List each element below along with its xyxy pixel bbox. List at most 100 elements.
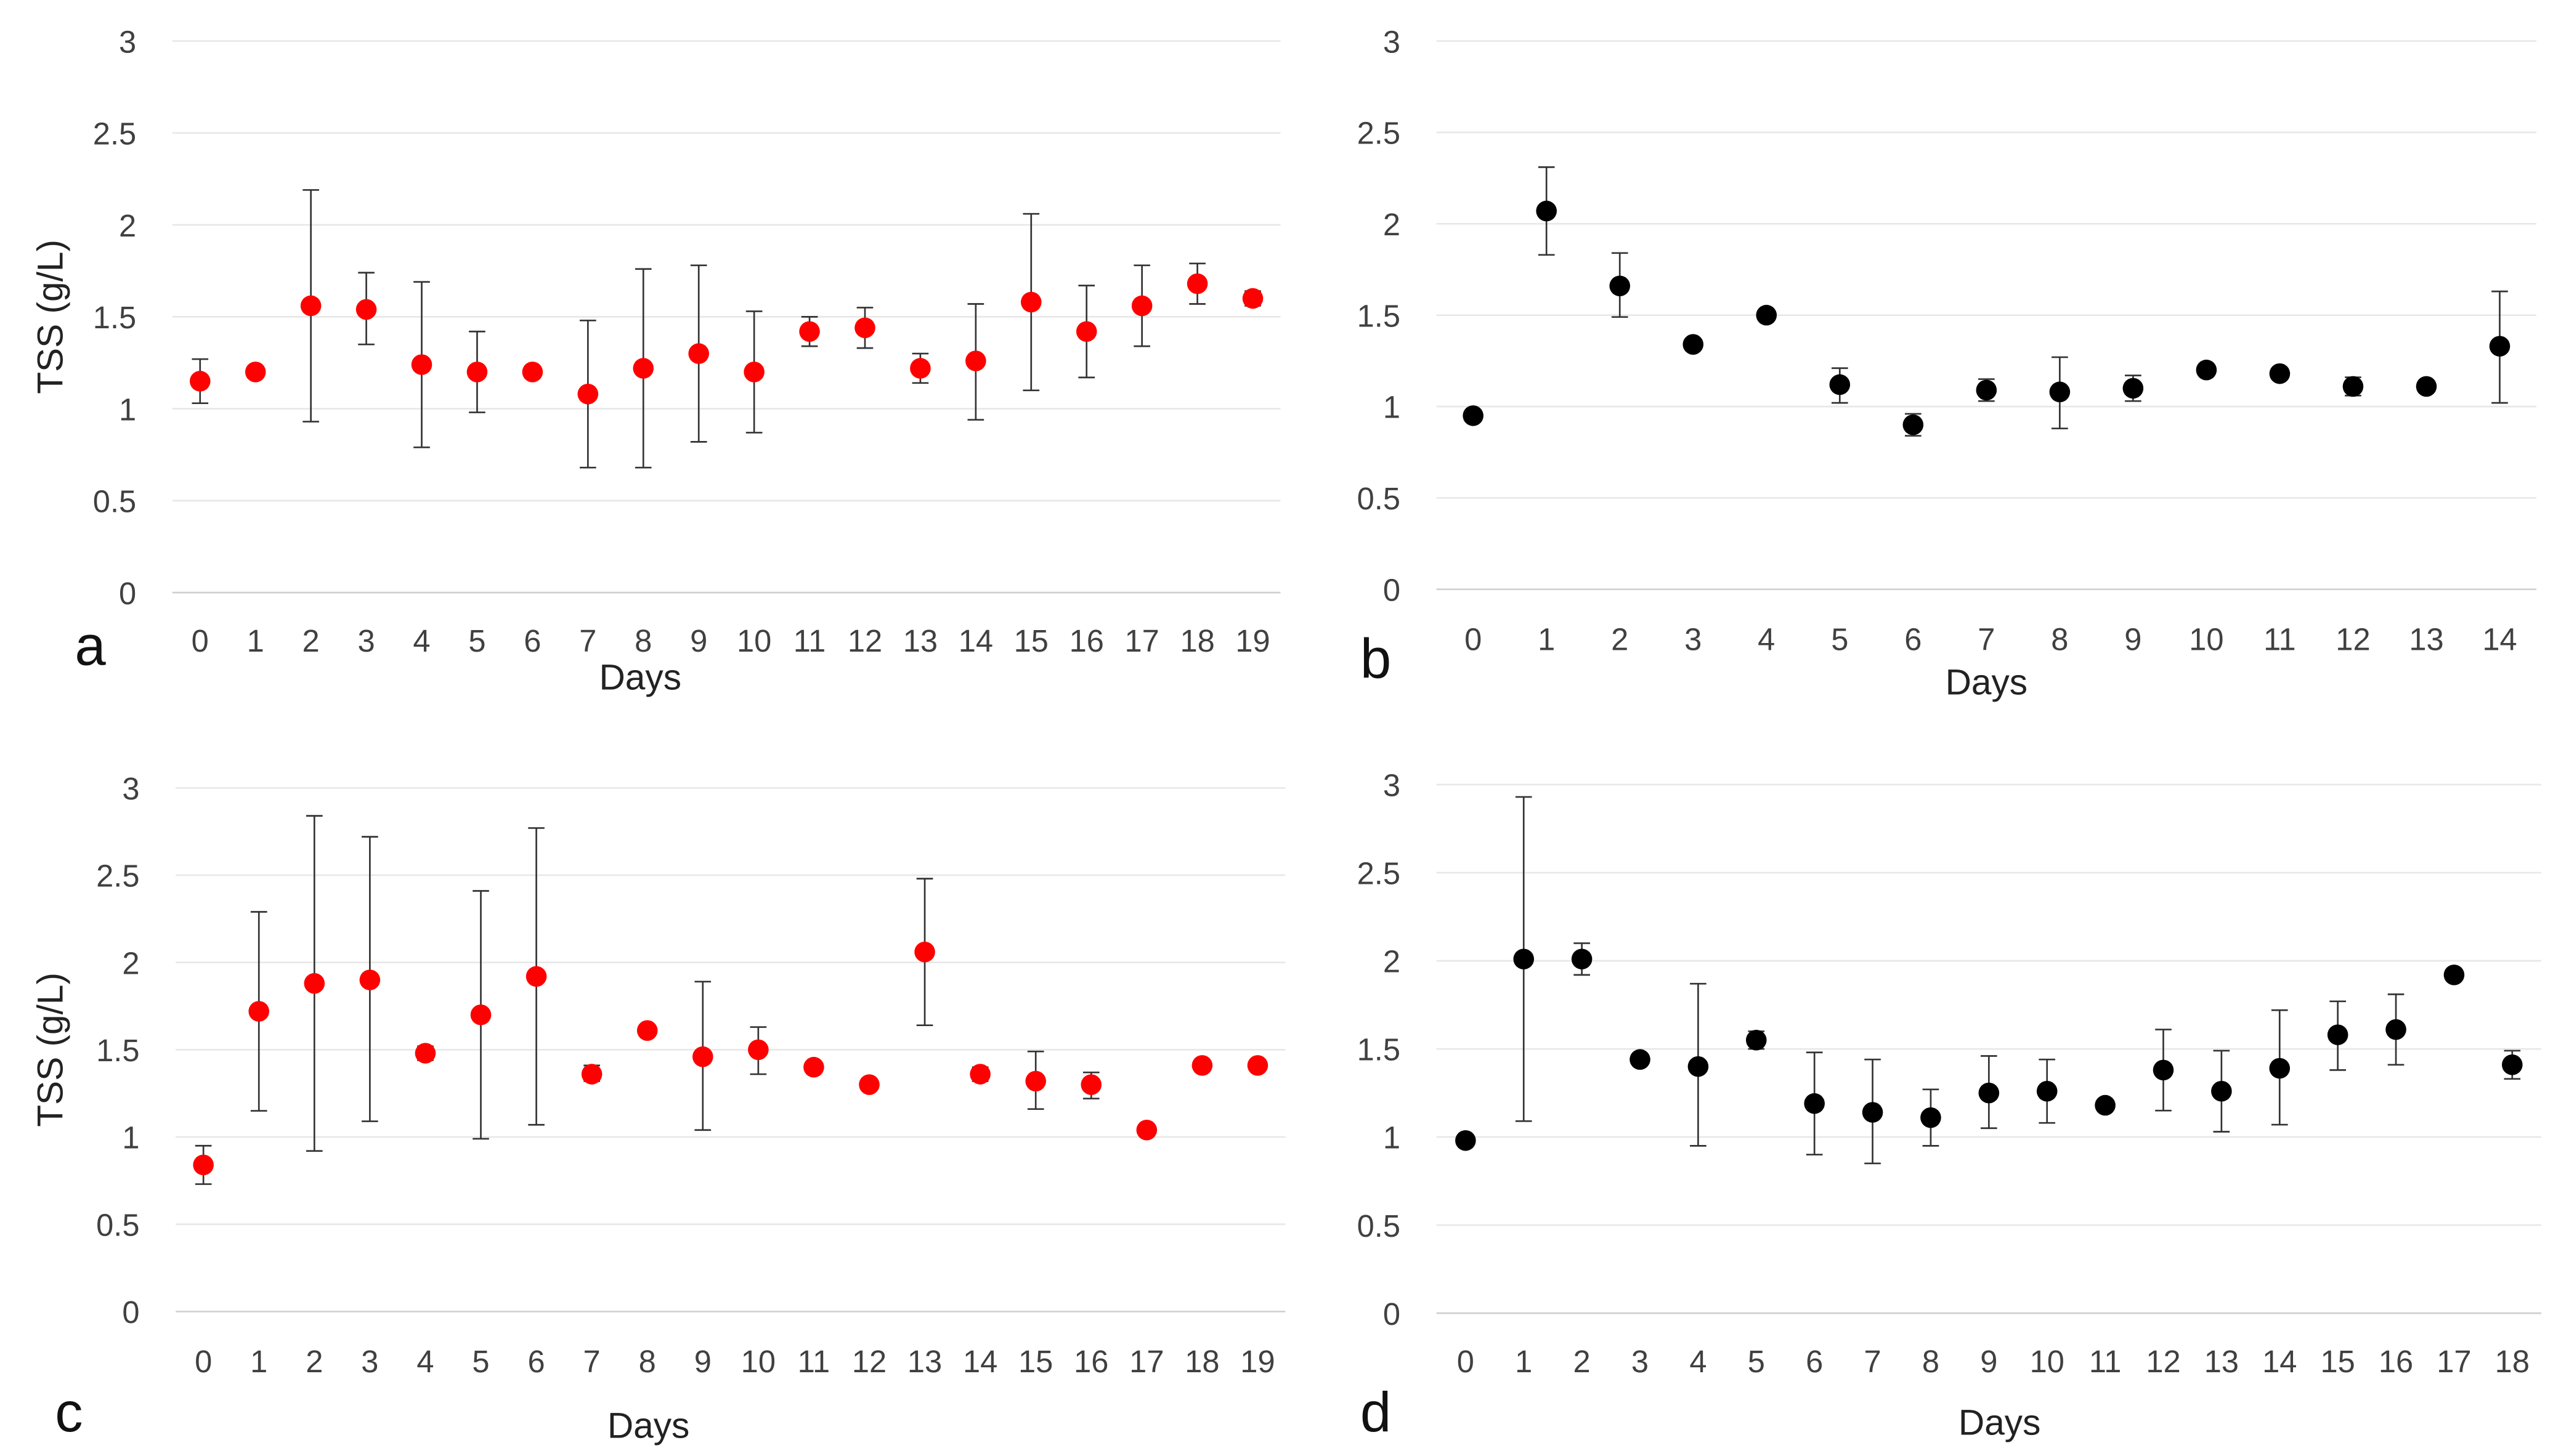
data-point [1463, 405, 1483, 426]
x-tick-label: 14 [2262, 1344, 2297, 1379]
x-axis-label: Days [1946, 662, 2028, 702]
data-point [2049, 381, 2071, 403]
data-point [577, 383, 599, 405]
panel-label: b [1360, 628, 1391, 690]
data-point [803, 1056, 824, 1078]
data-point [2385, 1019, 2406, 1040]
x-tick-label: 17 [2437, 1344, 2471, 1379]
x-tick-label: 1 [250, 1344, 267, 1379]
x-tick-label: 2 [302, 623, 320, 658]
data-point [466, 362, 488, 382]
x-tick-label: 6 [1904, 621, 1922, 657]
x-tick-label: 19 [1240, 1344, 1275, 1379]
x-axis-label: Days [599, 657, 681, 697]
data-point [1902, 414, 1924, 435]
y-tick-label: 0 [1383, 1296, 1400, 1332]
y-tick-label: 1.5 [1357, 1032, 1400, 1067]
data-point [2342, 376, 2364, 397]
y-tick-label: 3 [1383, 768, 1400, 803]
data-point [304, 973, 325, 994]
data-point [2502, 1054, 2523, 1075]
y-tick-label: 0 [1383, 572, 1400, 607]
x-tick-label: 0 [1457, 1344, 1474, 1379]
x-tick-label: 10 [2030, 1344, 2064, 1379]
x-tick-label: 11 [2089, 1344, 2122, 1379]
x-tick-label: 0 [1464, 621, 1482, 657]
x-tick-label: 19 [1235, 623, 1270, 658]
y-tick-label: 1 [1383, 390, 1400, 425]
data-point [1682, 334, 1704, 355]
data-point [636, 1020, 658, 1041]
data-point [1191, 1055, 1213, 1076]
data-point [1187, 273, 1208, 294]
y-tick-label: 3 [1383, 24, 1400, 59]
x-tick-label: 18 [1180, 623, 1214, 658]
x-tick-label: 5 [1831, 621, 1848, 657]
x-tick-label: 12 [2146, 1344, 2180, 1379]
data-point [2196, 359, 2217, 381]
x-tick-label: 15 [1014, 623, 1049, 658]
data-point [2122, 378, 2144, 399]
data-point [1136, 1119, 1158, 1141]
y-tick-label: 2 [122, 945, 139, 981]
x-tick-label: 11 [2263, 621, 2296, 657]
x-tick-label: 9 [1980, 1344, 1997, 1379]
y-tick-label: 1.5 [93, 300, 136, 335]
data-point [2211, 1080, 2232, 1102]
data-point [1609, 275, 1631, 297]
y-tick-label: 2 [1383, 207, 1400, 242]
data-point [415, 1043, 436, 1064]
data-point [1756, 304, 1777, 326]
x-tick-label: 3 [361, 1344, 378, 1379]
x-tick-label: 9 [2124, 621, 2141, 657]
data-point [2036, 1080, 2058, 1102]
x-tick-label: 12 [848, 623, 882, 658]
data-point [2416, 376, 2437, 397]
x-tick-label: 13 [903, 623, 938, 658]
data-point [2153, 1059, 2174, 1081]
panel-label: c [55, 1381, 83, 1444]
data-point [1455, 1130, 1476, 1151]
x-tick-label: 4 [416, 1344, 434, 1379]
data-point [189, 371, 211, 392]
data-point [245, 362, 266, 382]
x-tick-label: 0 [192, 623, 209, 658]
data-point [1978, 1082, 2000, 1104]
data-point [355, 299, 377, 320]
data-point [1745, 1029, 1767, 1051]
data-point [970, 1064, 991, 1085]
data-point [1247, 1055, 1268, 1076]
y-tick-label: 0.5 [1357, 1208, 1400, 1244]
chart-panel-a: 00.511.522.530 1 2 3 4 5 6 7 8 9 10 11 12 13 14 15 16 17 1… [30, 24, 1281, 697]
x-tick-label: 13 [2204, 1344, 2239, 1379]
data-point [248, 1001, 270, 1022]
data-point [744, 362, 765, 382]
y-tick-label: 0.5 [93, 484, 136, 519]
data-point [1976, 379, 1997, 401]
chart-panel-c: 00.511.522.530 1 2 3 4 5 6 7 8 9 10 11 12 13 14 15 16 17 1… [30, 771, 1286, 1446]
x-tick-label: 10 [741, 1344, 776, 1379]
x-tick-label: 18 [1185, 1344, 1219, 1379]
y-tick-label: 3 [122, 771, 139, 806]
data-point [688, 343, 709, 364]
x-tick-label: 16 [1074, 1344, 1108, 1379]
x-tick-label: 10 [737, 623, 771, 658]
data-point [748, 1039, 769, 1061]
data-point [1804, 1093, 1825, 1114]
data-point [965, 350, 986, 371]
data-point [1536, 200, 1557, 222]
y-tick-label: 1 [122, 1120, 139, 1155]
y-tick-label: 0.5 [1357, 481, 1400, 516]
data-point [914, 941, 935, 963]
data-point [2443, 965, 2465, 985]
data-point [1829, 374, 1851, 395]
x-tick-label: 12 [2336, 621, 2370, 657]
x-tick-label: 13 [907, 1344, 942, 1379]
y-tick-label: 0.5 [96, 1207, 139, 1242]
y-tick-label: 2.5 [93, 116, 136, 152]
data-point [1242, 288, 1264, 309]
x-tick-label: 14 [959, 623, 993, 658]
x-tick-label: 11 [798, 1344, 830, 1379]
